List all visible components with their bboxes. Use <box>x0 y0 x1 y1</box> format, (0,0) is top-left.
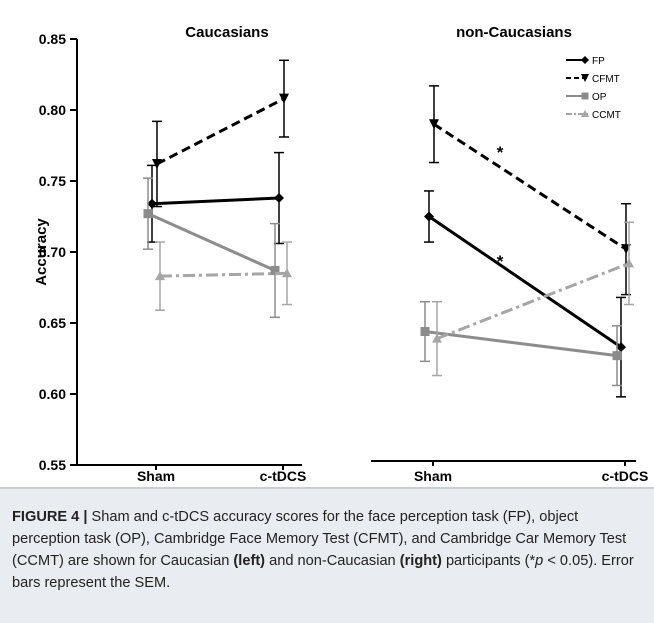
legend-marker-ccmt <box>581 110 589 117</box>
legend-label-op: OP <box>592 92 607 103</box>
y-tick-label-0: 0.55 <box>39 457 66 473</box>
panel-title-1: non-Caucasians <box>456 24 572 41</box>
y-tick-label-3: 0.70 <box>39 244 66 260</box>
series-line-fp-1 <box>428 215 622 349</box>
significance-star-fp: * <box>497 252 504 271</box>
legend-marker-fp <box>581 56 589 64</box>
marker-cfmt-0-1 <box>279 93 289 104</box>
marker-cfmt-1-0 <box>429 119 439 130</box>
marker-op-0-1 <box>270 265 280 275</box>
y-axis-label: Accuracy <box>33 218 50 286</box>
caption-p: p <box>535 553 544 569</box>
y-tick-label-5: 0.80 <box>39 102 66 118</box>
series-line-cfmt-1 <box>433 122 627 251</box>
caption-background <box>0 487 654 623</box>
caption-text-3: participants (* <box>441 553 536 569</box>
series-line-cfmt-0 <box>156 97 285 166</box>
marker-fp-1-0 <box>424 211 434 222</box>
marker-fp-1-1 <box>616 342 626 353</box>
marker-cfmt-0-0 <box>152 158 162 169</box>
panel-title-0: Caucasians <box>185 24 268 41</box>
y-tick-label-4: 0.75 <box>39 173 66 189</box>
series-line-fp-0 <box>151 196 280 206</box>
x-tick-label-1-1: c-tDCS <box>602 468 649 484</box>
caption-label: FIGURE 4 | <box>12 509 88 525</box>
caption-left: (left) <box>233 553 266 569</box>
marker-fp-0-1 <box>274 193 284 204</box>
legend-label-cfmt: CFMT <box>592 74 620 85</box>
caption-text-4: < 0.05). Error bars represent the SEM. <box>12 553 634 591</box>
figure-caption: FIGURE 4 | Sham and c-tDCS accuracy scor… <box>12 506 644 594</box>
significance-star-cfmt: * <box>497 143 504 162</box>
marker-op-0-0 <box>143 209 153 219</box>
series-line-op-1 <box>424 330 618 358</box>
legend-marker-op <box>581 92 589 100</box>
series-line-ccmt-0 <box>159 271 288 278</box>
y-tick-label-2: 0.65 <box>39 315 66 331</box>
marker-ccmt-0-0 <box>155 271 165 281</box>
series-line-op-0 <box>147 212 276 272</box>
x-tick-label-0-0: Sham <box>137 468 175 484</box>
y-tick-label-6: 0.85 <box>39 31 66 47</box>
y-tick-label-1: 0.60 <box>39 386 66 402</box>
marker-ccmt-1-0 <box>432 333 442 343</box>
marker-op-1-1 <box>612 351 622 361</box>
accuracy-chart: Caucasians 0.55 0.60 0.65 0.70 0.75 0.80 0.85 Ac… <box>33 24 649 484</box>
marker-op-1-0 <box>420 327 430 337</box>
x-tick-label-1-0: Sham <box>414 468 452 484</box>
marker-ccmt-1-1 <box>624 258 634 268</box>
series-line-ccmt-1 <box>436 261 630 341</box>
marker-ccmt-0-1 <box>282 268 292 278</box>
legend-marker-cfmt <box>581 74 589 82</box>
caption-text-1: Sham and c-tDCS accuracy scores for the … <box>12 509 627 569</box>
x-tick-label-0-1: c-tDCS <box>260 468 307 484</box>
caption-right: (right) <box>399 553 442 569</box>
legend-label-ccmt: CCMT <box>592 110 621 121</box>
legend-label-fp: FP <box>592 56 605 67</box>
caption-text-2: and non-Caucasian <box>265 553 400 569</box>
